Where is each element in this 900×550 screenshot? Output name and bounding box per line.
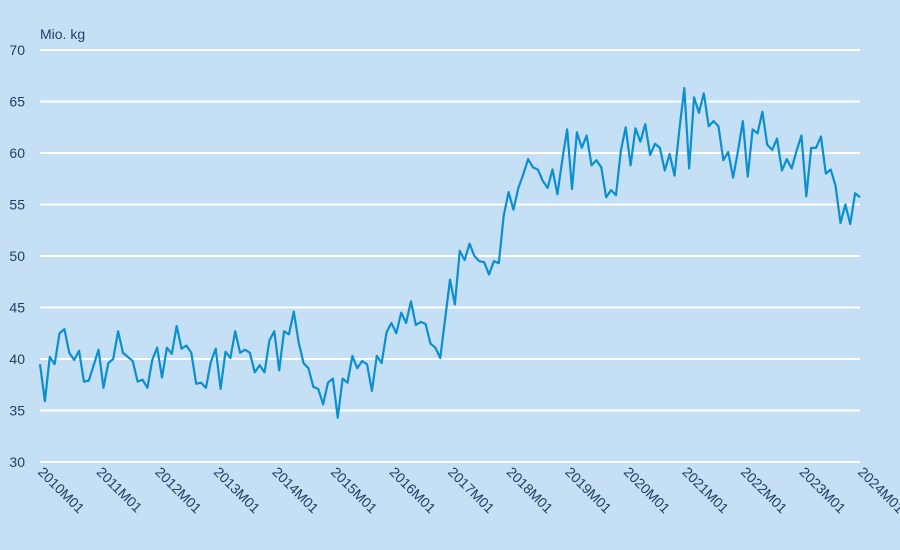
y-tick-labels: 30 35 40 45 50 55 60 65 70 (9, 42, 25, 470)
y-tick-label: 30 (9, 454, 25, 470)
y-tick-label: 55 (9, 197, 25, 213)
series-line-0 (38, 87, 861, 419)
gridlines (40, 49, 860, 463)
y-tick-label: 70 (9, 42, 25, 58)
y-tick-label: 65 (9, 94, 25, 110)
y-tick-label: 45 (9, 300, 25, 316)
y-axis-unit-label: Mio. kg (40, 26, 85, 42)
y-tick-label: 35 (9, 403, 25, 419)
y-tick-label: 50 (9, 248, 25, 264)
y-tick-label: 40 (9, 351, 25, 367)
y-tick-label: 60 (9, 145, 25, 161)
series-group (38, 87, 861, 419)
